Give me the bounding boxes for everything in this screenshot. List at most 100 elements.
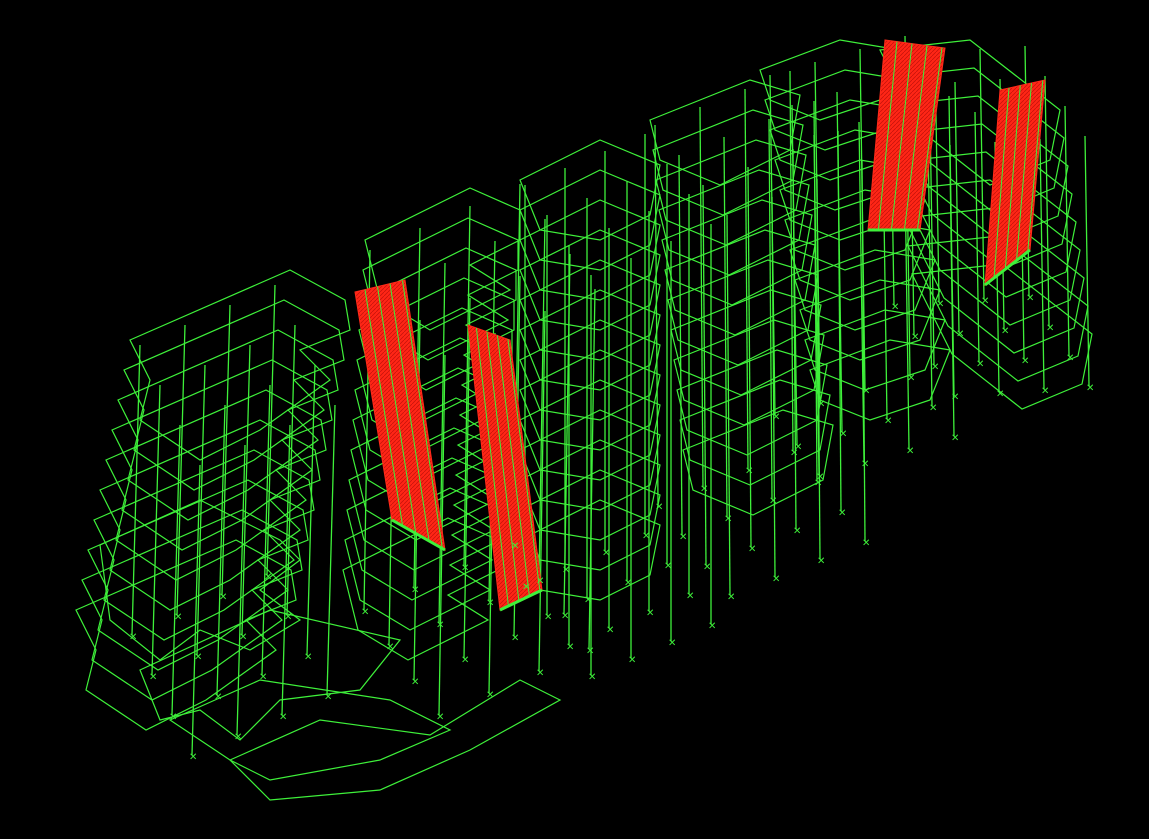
pin-support-icon: ✕ <box>956 329 964 340</box>
pin-support-icon: ✕ <box>436 620 444 631</box>
wall-column <box>486 331 520 602</box>
pin-support-icon: ✕ <box>907 373 915 384</box>
frame-column <box>747 166 752 548</box>
pin-support-icon: ✕ <box>976 359 984 370</box>
wall-column <box>496 335 530 597</box>
pin-support-icon: ✕ <box>839 429 847 440</box>
pin-support-icon: ✕ <box>411 585 419 596</box>
wall-column <box>890 43 913 231</box>
pin-support-icon: ✕ <box>668 638 676 649</box>
frame-column <box>216 404 226 696</box>
wall-column <box>364 289 404 527</box>
frame-column <box>191 464 201 756</box>
frame-column <box>438 262 446 624</box>
pin-support-icon: ✕ <box>588 672 596 683</box>
wall-column <box>916 47 943 231</box>
pin-support-icon: ✕ <box>745 466 753 477</box>
floor-slab-outline <box>75 539 297 731</box>
pin-support-icon: ✕ <box>324 692 332 703</box>
podium-slab-outline <box>228 679 562 801</box>
pin-support-icon: ✕ <box>884 416 892 427</box>
pin-support-icon: ✕ <box>522 582 530 593</box>
frame-column <box>702 184 707 566</box>
frame-column <box>538 218 546 580</box>
pin-support-icon: ✕ <box>129 632 137 643</box>
pin-support-icon: ✕ <box>1021 356 1029 367</box>
pin-support-icon: ✕ <box>748 544 756 555</box>
pin-support-icon: ✕ <box>769 496 777 507</box>
wall-column <box>1027 80 1044 252</box>
frame-column <box>1044 75 1050 327</box>
pin-support-icon: ✕ <box>461 563 469 574</box>
pin-support-icon: ✕ <box>361 607 369 618</box>
pin-support-icon: ✕ <box>1066 353 1074 364</box>
pin-support-icon: ✕ <box>584 595 592 606</box>
pin-support-icon: ✕ <box>1086 383 1094 394</box>
frame-column <box>859 48 866 390</box>
frame-column <box>176 324 186 616</box>
floor-slab-outline <box>658 169 810 276</box>
pin-support-icon: ✕ <box>411 677 419 688</box>
floor-slab-outline <box>784 189 926 271</box>
pin-support-icon: ✕ <box>708 621 716 632</box>
frame-column <box>326 404 336 696</box>
pin-support-icon: ✕ <box>536 576 544 587</box>
pin-support-icon: ✕ <box>911 332 919 343</box>
pin-support-icon: ✕ <box>304 652 312 663</box>
wall-column <box>1004 85 1021 270</box>
frame-column <box>654 124 659 506</box>
frame-column <box>171 424 181 716</box>
pin-support-icon: ✕ <box>511 541 519 552</box>
floor-slab-outline <box>346 457 503 601</box>
frame-column <box>813 134 820 476</box>
pin-support-icon: ✕ <box>772 574 780 585</box>
pin-support-icon: ✕ <box>149 672 157 683</box>
wall-column <box>389 283 430 542</box>
pin-support-icon: ✕ <box>817 399 825 410</box>
frame-column <box>1084 135 1090 387</box>
wall-column <box>507 339 541 592</box>
frame-column <box>723 136 728 518</box>
wall-column <box>402 280 443 549</box>
floor-slab-outline <box>81 509 303 701</box>
shear-walls <box>354 39 1046 612</box>
frame-column <box>463 205 471 567</box>
pin-support-icon: ✕ <box>772 412 780 423</box>
pin-support-icon: ✕ <box>436 712 444 723</box>
pin-support-icon: ✕ <box>700 484 708 495</box>
pin-support-icon: ✕ <box>981 296 989 307</box>
pin-support-icon: ✕ <box>951 433 959 444</box>
wall-column <box>1016 82 1032 261</box>
pin-support-icon: ✕ <box>790 448 798 459</box>
pin-support-icon: ✕ <box>931 362 939 373</box>
floor-slab-outline <box>899 179 1081 326</box>
floor-slab-outline <box>117 329 339 521</box>
pin-support-icon: ✕ <box>486 598 494 609</box>
pin-support-icon: ✕ <box>664 561 672 572</box>
floor-slab-outline <box>794 249 936 331</box>
pin-support-icon: ✕ <box>169 712 177 723</box>
frame-column <box>306 364 316 656</box>
frame-column <box>769 74 776 416</box>
wall-column <box>877 41 898 231</box>
floor-slab-outline <box>887 95 1069 242</box>
pin-support-icon: ✕ <box>642 531 650 542</box>
wall-column <box>475 327 509 607</box>
base-supports: ✕ ✕ ✕ ✕ ✕ ✕ ✕ ✕ ✕ ✕ ✕ ✕ ✕ ✕ ✕ ✕ ✕ ✕ ✕ ✕ ✕ ✕ ✕ ✕ ✕ ✕ ✕ ✕ ✕ ✕ ✕ ✕ ✕ ✕ ✕ ✕ ✕ ✕ ✕ ✕… <box>129 293 1094 763</box>
frame-column <box>196 364 206 656</box>
pin-support-icon: ✕ <box>566 642 574 653</box>
frame-column <box>949 144 955 396</box>
floor-slab-outline <box>129 269 351 461</box>
pin-support-icon: ✕ <box>1001 326 1009 337</box>
frame-column <box>1064 105 1070 357</box>
pin-support-icon: ✕ <box>861 459 869 470</box>
pin-support-icon: ✕ <box>655 502 663 513</box>
floor-slab-outline <box>679 379 831 486</box>
pin-support-icon: ✕ <box>1046 323 1054 334</box>
pin-support-icon: ✕ <box>259 672 267 683</box>
floor-slab-outline <box>661 199 813 306</box>
frame-column <box>814 61 821 403</box>
floor-slab-outline <box>670 289 822 396</box>
